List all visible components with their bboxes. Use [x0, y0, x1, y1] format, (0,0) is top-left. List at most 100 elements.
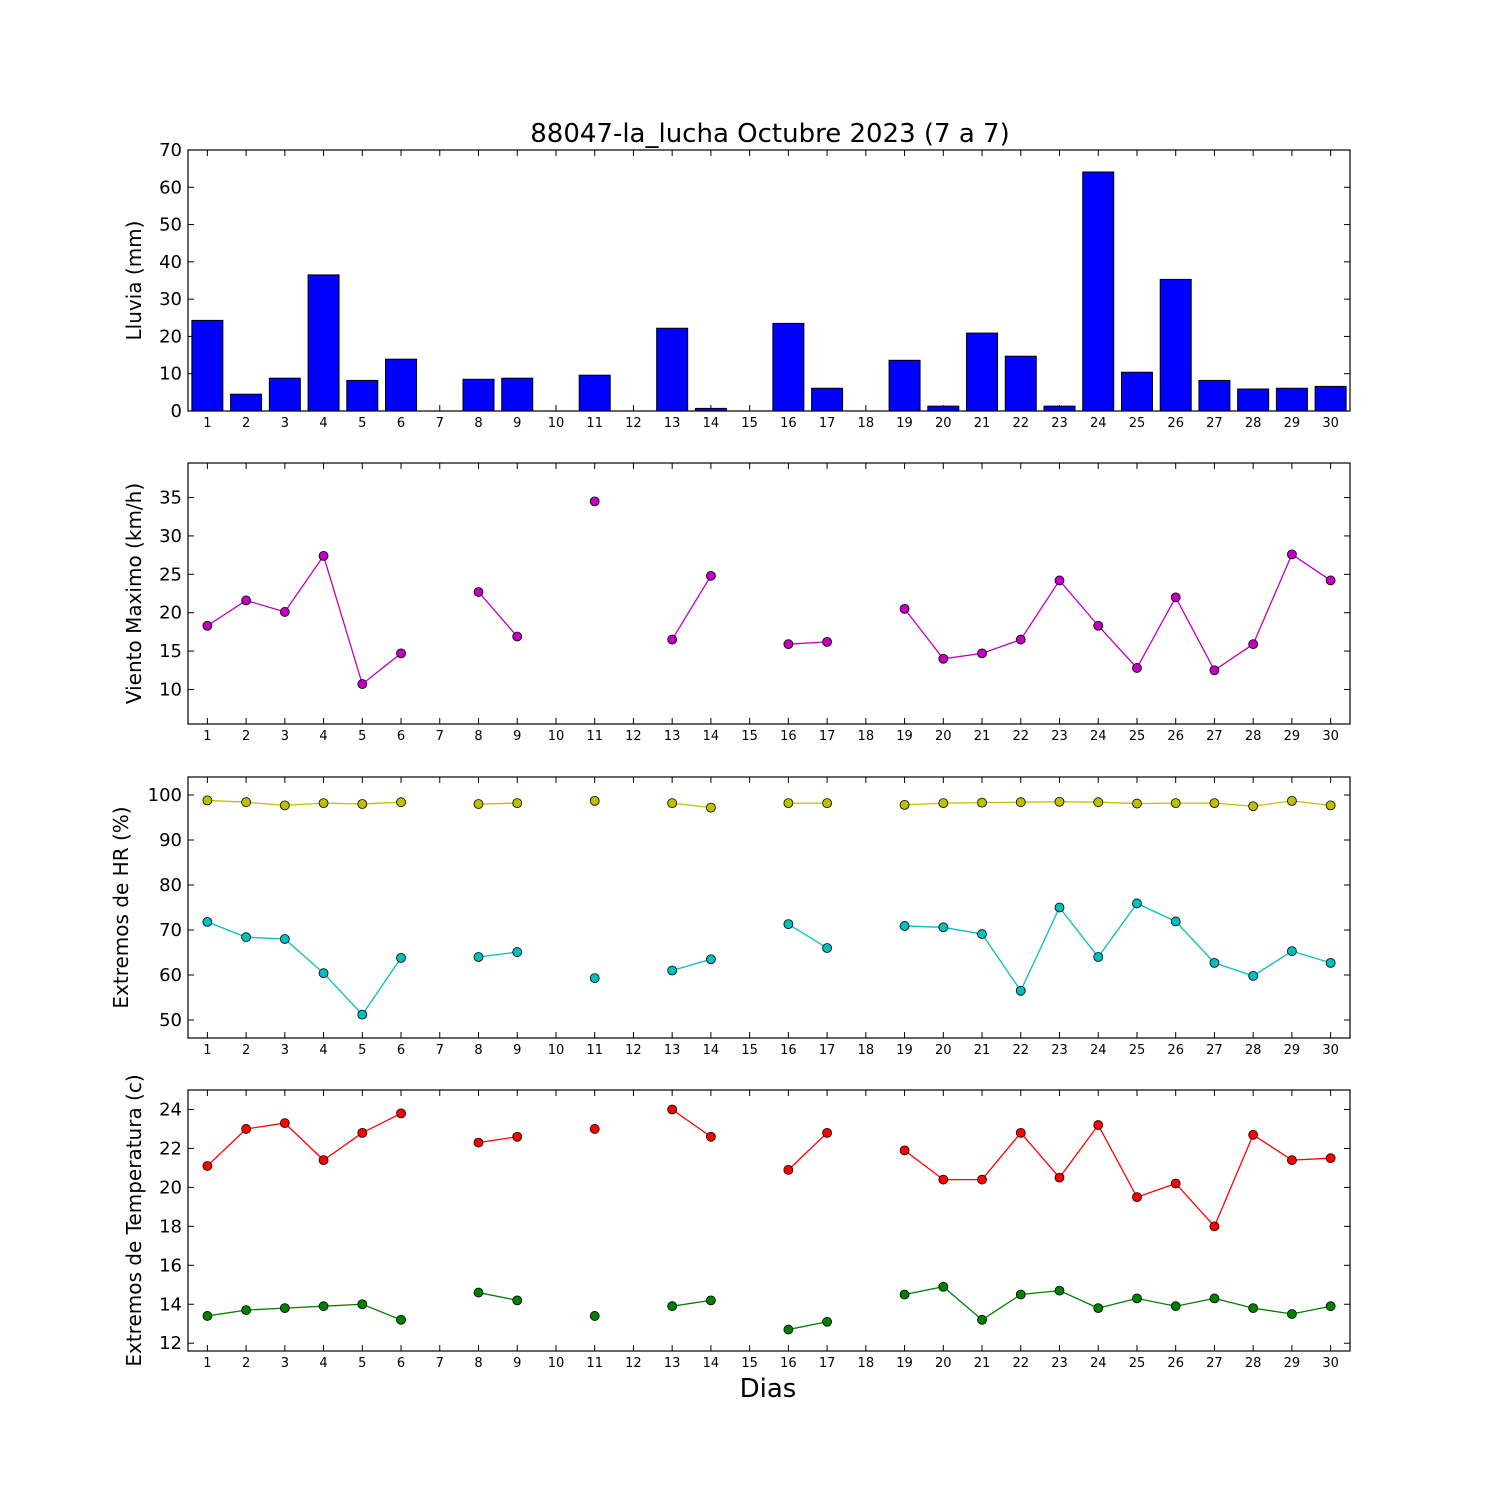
- rain-xtick-label: 4: [319, 416, 327, 431]
- rain-bar: [501, 377, 534, 412]
- temperature-ytick-label: 20: [159, 1177, 182, 1198]
- temperature-xtick-label: 17: [819, 1356, 836, 1371]
- wind-data-point: [938, 653, 949, 664]
- humidity-data-point: [279, 800, 290, 811]
- temperature-ytick-label: 14: [159, 1294, 182, 1315]
- rain-bar: [578, 374, 611, 412]
- temperature-xtick-label: 5: [358, 1356, 366, 1371]
- temperature-xtick-label: 16: [780, 1356, 797, 1371]
- humidity-series-line: [671, 958, 712, 972]
- temperature-xtick-label: 30: [1322, 1356, 1339, 1371]
- temperature-data-point: [1054, 1285, 1065, 1296]
- wind-xtick-label: 6: [397, 729, 405, 744]
- temperature-data-point: [977, 1174, 987, 1185]
- rain-bar: [307, 274, 340, 412]
- humidity-data-point: [899, 921, 910, 931]
- rain-xtick-label: 15: [741, 416, 758, 431]
- humidity-ytick-label: 50: [159, 1010, 182, 1031]
- humidity-xtick-label: 12: [625, 1043, 642, 1058]
- wind-data-point: [202, 620, 213, 631]
- rain-xtick-label: 10: [548, 416, 565, 431]
- temperature-ytick-label: 24: [159, 1099, 182, 1120]
- humidity-data-point: [512, 798, 523, 808]
- wind-data-point: [977, 648, 987, 659]
- wind-data-point: [899, 603, 910, 614]
- temperature-data-point: [822, 1316, 832, 1327]
- humidity-xtick-label: 10: [548, 1043, 565, 1058]
- temperature-xtick-label: 28: [1245, 1356, 1262, 1371]
- temperature-data-point: [667, 1301, 678, 1312]
- rain-xtick-label: 12: [625, 416, 642, 431]
- wind-data-point: [783, 639, 794, 650]
- humidity-data-point: [241, 932, 252, 943]
- rain-bar: [888, 359, 921, 412]
- rain-xtick-label: 17: [819, 416, 836, 431]
- temperature-data-point: [938, 1281, 949, 1292]
- humidity-xtick-label: 29: [1284, 1043, 1301, 1058]
- humidity-data-point: [357, 799, 368, 809]
- rain-bar: [1082, 171, 1115, 412]
- temperature-data-point: [1015, 1127, 1026, 1138]
- humidity-xtick-label: 17: [819, 1043, 836, 1058]
- wind-data-point: [1015, 634, 1026, 645]
- humidity-series-line: [788, 923, 828, 949]
- temperature-ytick-label: 12: [159, 1333, 182, 1354]
- temperature-data-point: [473, 1137, 484, 1148]
- temperature-xtick-label: 8: [474, 1356, 482, 1371]
- humidity-xtick-label: 1: [203, 1043, 211, 1058]
- humidity-data-point: [822, 798, 832, 808]
- wind-xtick-label: 13: [664, 729, 681, 744]
- wind-xtick-label: 5: [358, 729, 366, 744]
- temperature-xtick-label: 7: [436, 1356, 444, 1371]
- temperature-data-point: [1209, 1293, 1220, 1304]
- rain-xtick-label: 2: [242, 416, 250, 431]
- humidity-series-line: [207, 799, 402, 807]
- humidity-data-point: [279, 934, 290, 944]
- rain-xtick-label: 25: [1129, 416, 1146, 431]
- rain-bar: [656, 327, 689, 412]
- wind-ytick-label: 25: [159, 564, 182, 585]
- humidity-data-point: [1325, 957, 1336, 968]
- temperature-data-point: [1170, 1178, 1181, 1189]
- temperature-series-line: [207, 1303, 402, 1321]
- rain-y-axis-label: Lluvia (mm): [122, 221, 146, 341]
- humidity-data-point: [1325, 800, 1336, 811]
- humidity-ytick-label: 70: [159, 920, 182, 941]
- humidity-xtick-label: 3: [281, 1043, 289, 1058]
- rain-xtick-label: 26: [1167, 416, 1184, 431]
- rain-bar: [1237, 388, 1270, 412]
- rain-ytick-label: 10: [159, 364, 182, 385]
- wind-series-line: [671, 575, 712, 640]
- rain-bar: [462, 378, 495, 412]
- temperature-data-point: [1209, 1221, 1220, 1232]
- temperature-xtick-label: 27: [1206, 1356, 1223, 1371]
- temperature-data-point: [589, 1311, 600, 1321]
- temperature-xtick-label: 12: [625, 1356, 642, 1371]
- rain-ytick-label: 20: [159, 326, 182, 347]
- rain-xtick-label: 27: [1206, 416, 1223, 431]
- wind-data-point: [396, 648, 406, 659]
- humidity-data-point: [512, 947, 523, 957]
- humidity-data-point: [202, 917, 213, 927]
- wind-data-point: [1054, 575, 1065, 586]
- rain-bar: [385, 358, 418, 412]
- rain-xtick-label: 28: [1245, 416, 1262, 431]
- humidity-xtick-label: 23: [1051, 1043, 1068, 1058]
- temperature-data-point: [279, 1118, 290, 1129]
- rain-bar: [268, 377, 301, 412]
- temperature-xtick-label: 21: [974, 1356, 991, 1371]
- humidity-xtick-label: 2: [242, 1043, 250, 1058]
- temperature-y-axis-label: Extremos de Temperatura (c): [122, 1074, 146, 1366]
- temperature-xtick-label: 29: [1284, 1356, 1301, 1371]
- humidity-data-point: [202, 795, 213, 806]
- wind-xtick-label: 12: [625, 729, 642, 744]
- rain-xtick-label: 20: [935, 416, 952, 431]
- temperature-series-line: [478, 1291, 518, 1301]
- temperature-xtick-label: 25: [1129, 1356, 1146, 1371]
- humidity-data-point: [1054, 902, 1065, 913]
- rain-bar: [1314, 385, 1347, 412]
- humidity-data-point: [1209, 798, 1220, 808]
- rain-bar: [1004, 355, 1037, 412]
- humidity-xtick-label: 22: [1012, 1043, 1029, 1058]
